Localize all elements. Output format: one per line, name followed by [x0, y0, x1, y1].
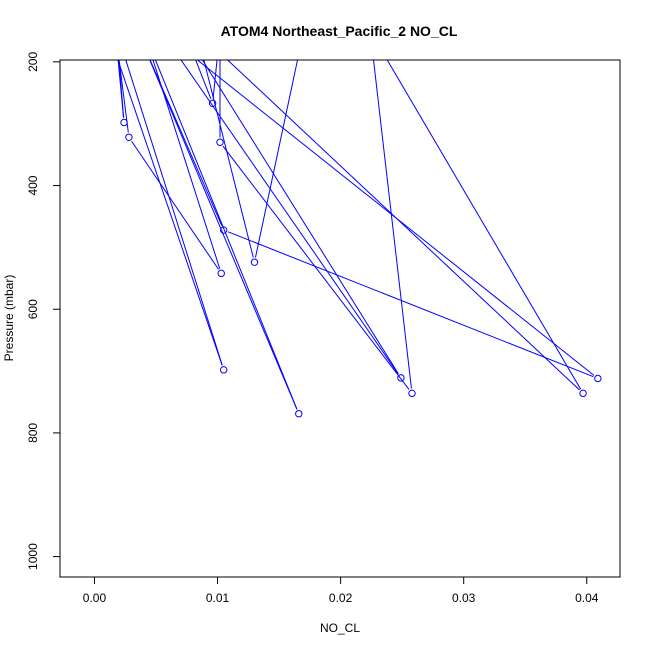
x-tick-label: 0.04	[575, 591, 599, 605]
series-line-segment	[131, 140, 219, 270]
data-point	[579, 389, 587, 398]
series-line-segment	[227, 231, 594, 378]
y-tick-label: 800	[26, 423, 40, 443]
data-layer	[117, 60, 602, 418]
data-point	[397, 374, 405, 382]
y-axis-label: Pressure (mbar)	[2, 275, 16, 362]
y-tick-label: 1000	[26, 543, 40, 570]
series-line-segment	[203, 60, 254, 258]
series-line-segment	[222, 145, 410, 390]
series-line-segment	[386, 60, 582, 390]
series-line-segment	[117, 60, 223, 366]
series-line-segment	[196, 60, 595, 376]
series-line-segment	[125, 60, 223, 366]
y-tick-label: 600	[26, 299, 40, 319]
series-line-segment	[212, 60, 218, 99]
series-line-segment	[152, 60, 221, 269]
x-axis: 0.00 0.01 0.02 0.03 0.04	[83, 576, 599, 605]
data-point	[217, 269, 225, 278]
y-axis: 200 400 600 800 1000	[26, 52, 61, 570]
data-point	[219, 226, 228, 234]
y-tick-label: 200	[26, 52, 40, 72]
series-line-segment	[117, 60, 125, 118]
series-line-segment	[149, 60, 223, 226]
data-point	[250, 258, 259, 266]
series-line-segment	[195, 60, 212, 100]
data-point	[216, 138, 224, 146]
series-line-segment	[226, 60, 580, 391]
series-line-segment	[154, 60, 298, 410]
data-point	[208, 99, 217, 107]
series-line-segment	[118, 60, 129, 133]
data-point	[408, 389, 416, 398]
x-tick-label: 0.00	[83, 591, 107, 605]
series-line-segment	[180, 60, 399, 375]
data-point	[125, 133, 133, 142]
x-axis-label: NO_CL	[320, 621, 360, 635]
x-tick-label: 0.03	[452, 591, 476, 605]
data-point	[295, 410, 303, 418]
x-tick-label: 0.02	[329, 591, 353, 605]
data-point	[219, 366, 228, 374]
y-tick-label: 400	[26, 175, 40, 195]
chart-title: ATOM4 Northeast_Pacific_2 NO_CL	[221, 23, 458, 39]
data-point	[594, 374, 602, 383]
data-point	[120, 118, 128, 127]
series-line-segment	[149, 60, 298, 410]
series-line-segment	[373, 60, 412, 389]
x-tick-label: 0.01	[206, 591, 230, 605]
series-line-segment	[254, 60, 299, 258]
